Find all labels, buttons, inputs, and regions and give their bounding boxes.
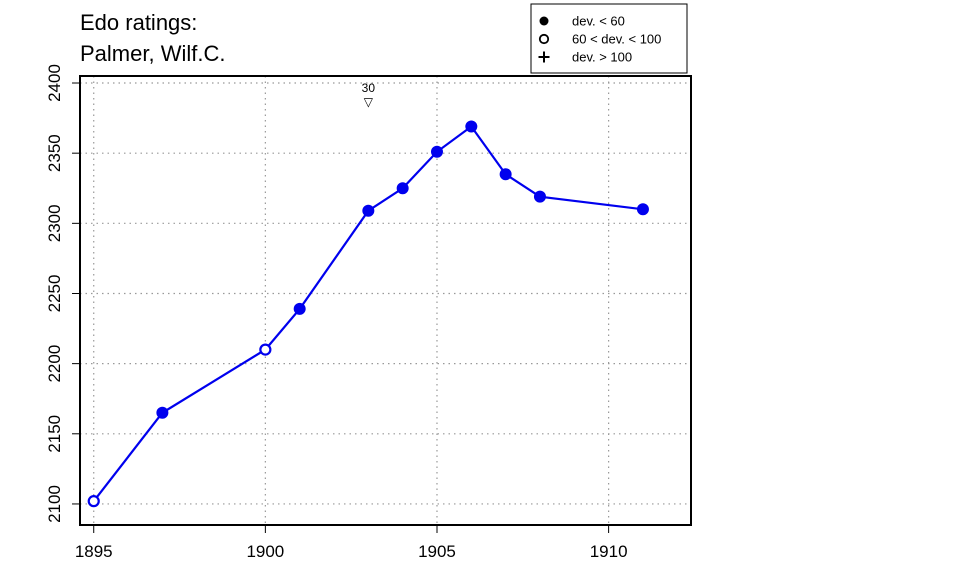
data-point: [430, 145, 443, 158]
legend-symbol-plus: [538, 51, 550, 63]
legend-symbol-open: [538, 33, 550, 45]
data-point-open: [87, 495, 100, 508]
data-point: [293, 302, 306, 315]
series-line: [92, 124, 644, 502]
data-point-open: [259, 343, 272, 356]
legend-box: [530, 3, 688, 74]
x-tick-label: 1905: [418, 542, 456, 561]
annotation-symbol: ▽: [364, 95, 374, 109]
legend-symbol-filled: [539, 16, 549, 26]
legend-label: dev. < 60: [572, 14, 625, 29]
y-tick-label: 2100: [45, 485, 64, 523]
plot-frame: [79, 75, 692, 526]
chart-title-line-1: Edo ratings:: [80, 10, 197, 35]
y-axis: 2100 2150 2200 2250 2300 2350 2400: [45, 64, 80, 523]
annotation-label: 30: [362, 81, 376, 95]
legend-label: 60 < dev. < 100: [572, 32, 661, 47]
data-point: [636, 203, 649, 216]
y-tick-label: 2350: [45, 134, 64, 172]
x-axis: 1895 1900 1905 1910: [75, 525, 628, 561]
legend: dev. < 60 60 < dev. < 100 dev. > 100: [530, 3, 688, 74]
data-point: [499, 168, 512, 181]
y-tick-label: 2300: [45, 204, 64, 242]
y-tick-label: 2200: [45, 345, 64, 383]
data-point: [533, 190, 546, 203]
chart-title-line-2: Palmer, Wilf.C.: [80, 41, 225, 66]
rating-series: [87, 120, 649, 508]
gridlines: [80, 76, 691, 525]
annotations: 30▽: [362, 81, 376, 109]
data-point: [362, 204, 375, 217]
x-tick-label: 1895: [75, 542, 113, 561]
data-point: [465, 120, 478, 133]
y-tick-label: 2150: [45, 415, 64, 453]
legend-label: dev. > 100: [572, 50, 632, 65]
x-tick-label: 1900: [246, 542, 284, 561]
data-point: [396, 182, 409, 195]
y-tick-label: 2250: [45, 275, 64, 313]
y-tick-label: 2400: [45, 64, 64, 102]
x-tick-label: 1910: [590, 542, 628, 561]
data-point: [156, 406, 169, 419]
